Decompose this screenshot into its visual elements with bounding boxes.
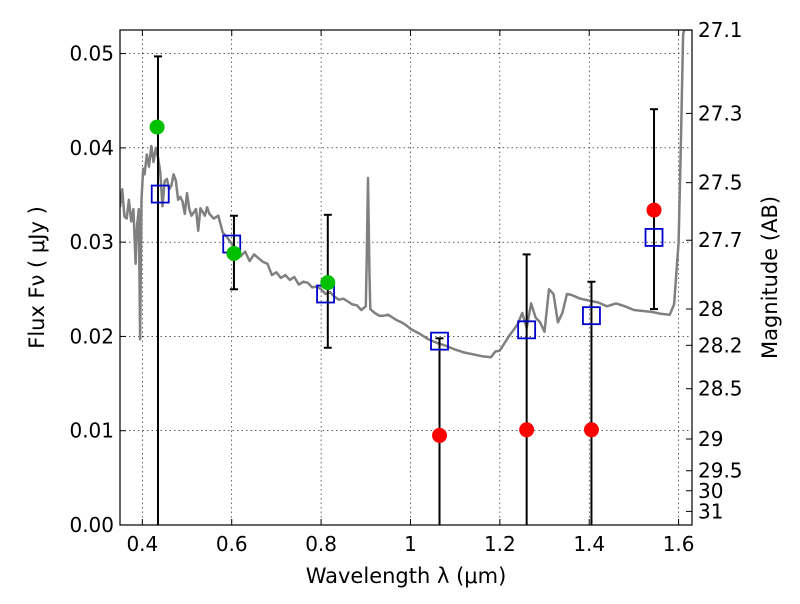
- y-tick-label: 0.04: [69, 136, 114, 160]
- right-tick-label: 27.3: [698, 101, 743, 125]
- y-axis-label: Flux Fν ( μJy ): [25, 206, 49, 349]
- axis-ticks: 0.4 0.6 0.8 1 1.2 1.4 1.6 0.00 0.01 0.02 0.03 0.04 0…: [69, 18, 742, 556]
- x-tick-label: 1.4: [573, 532, 605, 556]
- right-tick-label: 29.5: [698, 459, 743, 483]
- observed-flux-point: [646, 202, 662, 218]
- x-axis-label: Wavelength λ (μm): [306, 564, 507, 588]
- right-tick-label: 27.7: [698, 228, 743, 252]
- model-flux-square: [517, 320, 537, 340]
- right-tick-label: 27.1: [698, 18, 743, 42]
- y-tick-label: 0.02: [69, 324, 114, 348]
- model-flux-square: [430, 331, 449, 351]
- y-tick-label: 0.03: [69, 230, 114, 254]
- right-tick-label: 27.5: [698, 171, 743, 195]
- y-axis-right-label: Magnitude (AB): [758, 196, 782, 359]
- model-flux-square: [644, 228, 664, 247]
- right-tick-label: 28: [698, 297, 723, 321]
- sed-model-line: [120, 30, 686, 359]
- observed-flux-point: [519, 422, 535, 438]
- plot-frame: [119, 29, 693, 526]
- y-tick-label: 0.00: [69, 513, 114, 537]
- y-tick-label: 0.05: [69, 42, 114, 66]
- x-tick-label: 1.6: [663, 532, 695, 556]
- right-tick-label: 31: [698, 499, 723, 523]
- x-tick-label: 0.6: [216, 532, 248, 556]
- right-tick-label: 28.5: [698, 377, 743, 401]
- right-tick-label: 29: [698, 427, 723, 451]
- right-tick-label: 28.2: [698, 333, 743, 357]
- x-tick-label: 0.4: [126, 532, 158, 556]
- observed-flux-point: [583, 422, 599, 438]
- y-tick-label: 0.01: [69, 419, 114, 443]
- x-tick-label: 1: [404, 532, 417, 556]
- model-flux-square: [150, 184, 170, 204]
- observed-flux-point: [226, 245, 242, 261]
- right-tick-label: 30: [698, 479, 723, 503]
- observed-flux-point: [432, 427, 448, 443]
- observed-flux-point: [149, 119, 165, 135]
- x-tick-label: 1.2: [484, 532, 516, 556]
- observed-flux-point: [320, 275, 336, 291]
- plot-data: [120, 30, 686, 525]
- model-flux-square: [582, 306, 601, 326]
- x-tick-label: 0.8: [305, 532, 337, 556]
